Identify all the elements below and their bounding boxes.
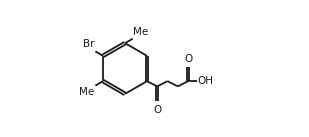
Text: Br: Br [83, 39, 95, 49]
Text: O: O [153, 105, 161, 115]
Text: Me: Me [79, 87, 95, 97]
Text: O: O [184, 55, 192, 64]
Text: Me: Me [133, 27, 149, 37]
Text: OH: OH [197, 76, 214, 86]
